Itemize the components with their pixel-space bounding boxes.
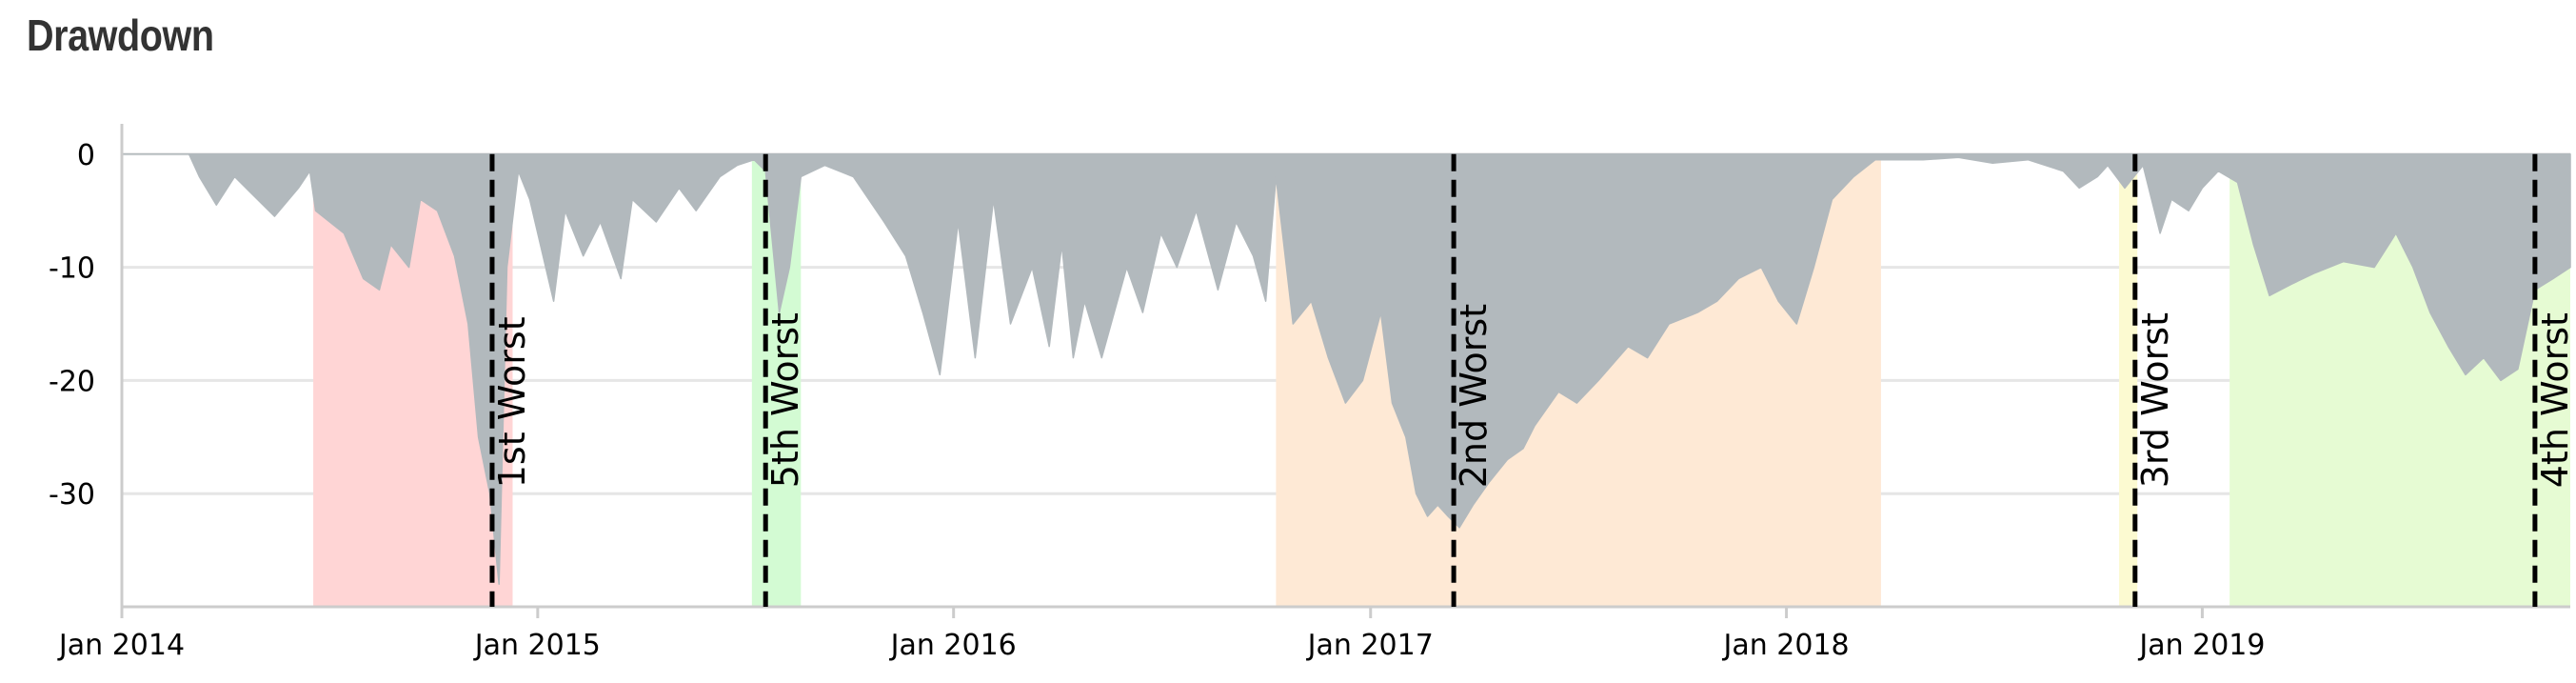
y-tick-label: -10	[49, 252, 95, 286]
x-tick-label: Jan 2014	[57, 629, 185, 662]
x-tick-label: Jan 2016	[889, 629, 1017, 662]
drawdown-area	[121, 153, 2571, 585]
period-label: 2nd Worst	[1453, 304, 1495, 488]
x-tick-label: Jan 2018	[1722, 629, 1850, 662]
period-label: 4th Worst	[2534, 312, 2576, 488]
drawdown-area-layer	[121, 153, 2571, 585]
x-tick-label: Jan 2017	[1306, 629, 1434, 662]
axes: 0 -10 -20 -30 Jan 2014 Jan 2015 Jan 2016 Jan 20…	[49, 124, 2570, 662]
y-tick-label: 0	[77, 139, 95, 172]
period-label: 3rd Worst	[2134, 312, 2176, 488]
x-tick-label: Jan 2015	[473, 629, 601, 662]
page-title: Drawdown	[27, 10, 214, 60]
period-label: 5th Worst	[764, 312, 806, 488]
period-label: 1st Worst	[491, 316, 533, 488]
y-tick-label: -20	[49, 365, 95, 398]
period-labels: 1st Worst 5th Worst 2nd Worst 3rd Worst 4th …	[491, 304, 2576, 488]
x-tick-label: Jan 2019	[2137, 629, 2265, 662]
y-tick-label: -30	[49, 478, 95, 512]
